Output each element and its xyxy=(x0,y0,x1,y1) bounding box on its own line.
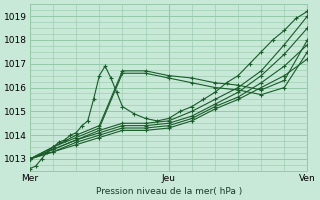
X-axis label: Pression niveau de la mer( hPa ): Pression niveau de la mer( hPa ) xyxy=(96,187,242,196)
